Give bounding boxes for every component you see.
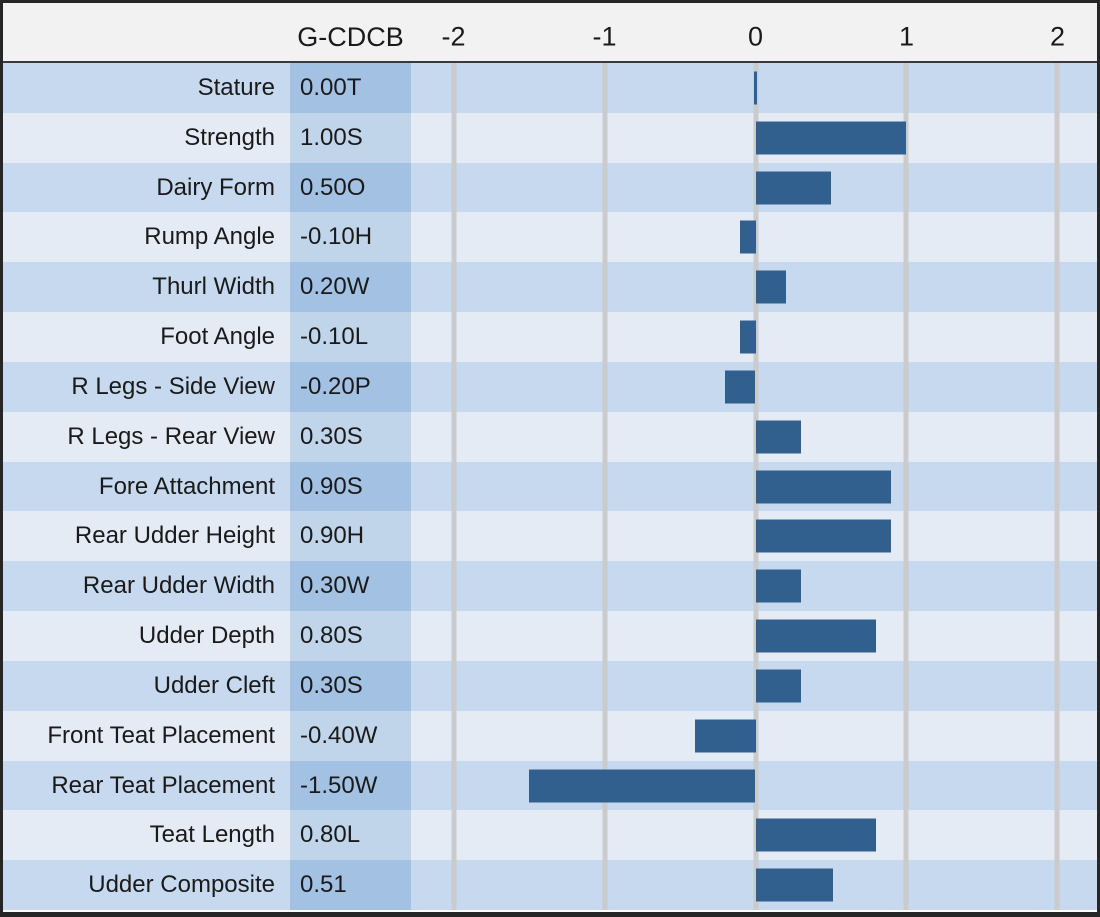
trait-row: Fore Attachment 0.90S [3,461,1097,512]
trait-value: 0.51 [290,860,411,911]
trait-bar [529,769,756,802]
trait-bar [755,818,877,852]
trait-row: R Legs - Side View -0.20P [3,361,1097,412]
trait-value: 0.90H [290,511,411,562]
value-column-header: G-CDCB [297,21,404,52]
trait-bar-track [411,63,1097,113]
trait-label: Udder Composite [3,860,290,911]
trait-bar-track [411,511,1097,562]
trait-row: Rear Teat Placement -1.50W [3,760,1097,811]
trait-label: R Legs - Side View [3,361,290,412]
trait-bar-track [411,411,1097,462]
trait-bar [755,569,801,603]
trait-value: 0.30S [290,660,411,711]
trait-bar-track [411,312,1097,362]
trait-value: 0.90S [290,461,411,512]
trait-value: 0.00T [290,63,411,113]
trait-bar-track [411,361,1097,412]
trait-value: -0.10L [290,312,411,362]
trait-bar-track [411,611,1097,661]
trait-label: Stature [3,63,290,113]
trait-bar-track [411,561,1097,612]
trait-label: Rear Teat Placement [3,760,290,811]
trait-bar [740,220,756,254]
chart-body: Stature 0.00T Strength 1.00S Dairy Form 0.50O… [3,63,1097,911]
trait-bar [755,470,892,504]
trait-value: 0.30S [290,411,411,462]
trait-row: Thurl Width 0.20W [3,262,1097,313]
trait-value: 0.20W [290,262,411,313]
trait-bar-track [411,760,1097,811]
trait-label: Strength [3,112,290,163]
axis-tick-label: 1 [898,21,914,52]
trait-label: Rear Udder Width [3,561,290,612]
trait-bar [755,171,831,205]
trait-label: Front Teat Placement [3,710,290,761]
chart-header: G-CDCB -2 -1 0 1 2 [3,3,1097,63]
trait-value: -0.10H [290,212,411,263]
trait-bar [755,619,877,653]
trait-row: Teat Length 0.80L [3,810,1097,861]
trait-label: Dairy Form [3,162,290,213]
trait-row: Front Teat Placement -0.40W [3,710,1097,761]
trait-row: Rear Udder Height 0.90H [3,511,1097,562]
axis-tick-label: 0 [747,21,764,52]
axis-tick-label: 2 [1049,21,1065,52]
trait-value: -0.20P [290,361,411,412]
trait-bar-track [411,112,1097,163]
trait-row: Rear Udder Width 0.30W [3,561,1097,612]
trait-bar [755,420,801,454]
trait-row: Udder Composite 0.51 [3,860,1097,911]
trait-label: Fore Attachment [3,461,290,512]
trait-value: 0.80S [290,611,411,661]
trait-label: Teat Length [3,810,290,861]
trait-bar-track [411,212,1097,263]
trait-label: Thurl Width [3,262,290,313]
trait-row: Stature 0.00T [3,63,1097,113]
trait-row: Strength 1.00S [3,112,1097,163]
header-trait-column-spacer [3,3,290,61]
trait-bar-track [411,461,1097,512]
header-value-column: G-CDCB [290,3,411,61]
trait-bar-track [411,262,1097,313]
trait-bar [755,519,892,553]
axis-tick-label: -1 [592,21,617,52]
trait-bar [755,669,801,703]
trait-value: 0.30W [290,561,411,612]
axis-tick-label: -2 [441,21,466,52]
trait-label: Udder Cleft [3,660,290,711]
trait-bar-track [411,810,1097,861]
trait-bar [725,370,756,404]
trait-value: 0.80L [290,810,411,861]
trait-row: Foot Angle -0.10L [3,312,1097,362]
trait-bar [695,719,756,753]
trait-row: Udder Depth 0.80S [3,611,1097,661]
trait-bar [754,71,757,105]
trait-bar-track [411,860,1097,911]
trait-label: Udder Depth [3,611,290,661]
trait-label: Rump Angle [3,212,290,263]
trait-row: R Legs - Rear View 0.30S [3,411,1097,462]
trait-bar-track [411,162,1097,213]
trait-bar-track [411,710,1097,761]
trait-bar [755,121,907,155]
trait-label: Rear Udder Height [3,511,290,562]
trait-bar [755,868,833,902]
trait-row: Udder Cleft 0.30S [3,660,1097,711]
trait-bar-track [411,660,1097,711]
trait-value: 1.00S [290,112,411,163]
trait-row: Dairy Form 0.50O [3,162,1097,213]
trait-value: 0.50O [290,162,411,213]
trait-bar [755,270,786,304]
chart-body-rows: Stature 0.00T Strength 1.00S Dairy Form 0.50O… [3,63,1097,911]
trait-label: Foot Angle [3,312,290,362]
axis-header: -2 -1 0 1 2 [411,3,1097,61]
trait-value: -0.40W [290,710,411,761]
trait-label: R Legs - Rear View [3,411,290,462]
trait-bar [740,320,756,354]
trait-value: -1.50W [290,760,411,811]
trait-row: Rump Angle -0.10H [3,212,1097,263]
